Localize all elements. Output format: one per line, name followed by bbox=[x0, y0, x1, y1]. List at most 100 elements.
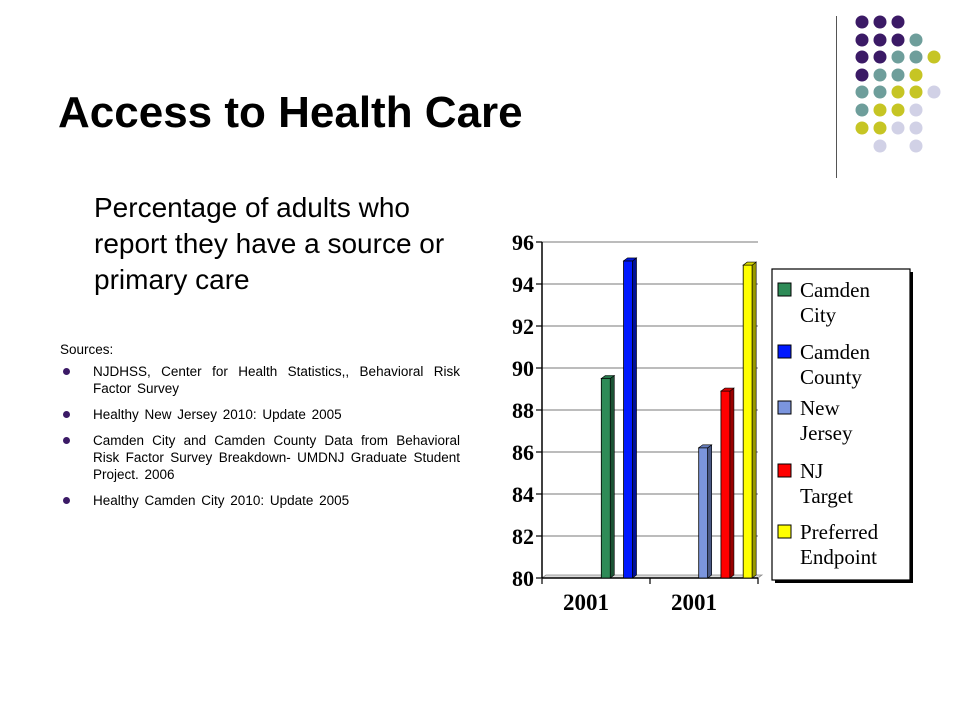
bar bbox=[742, 261, 758, 579]
decorative-dot bbox=[891, 33, 905, 47]
decorative-dot bbox=[873, 68, 887, 82]
decorative-dot bbox=[855, 68, 869, 82]
legend-label-line: County bbox=[800, 365, 862, 389]
decorative-dot bbox=[855, 121, 869, 135]
legend-label: Camden County bbox=[800, 340, 870, 389]
y-tick-label: 90 bbox=[512, 356, 534, 381]
decorative-dot bbox=[855, 15, 869, 29]
legend-label-line: Endpoint bbox=[800, 545, 877, 569]
legend-label-line: City bbox=[800, 303, 837, 327]
bullet-icon bbox=[63, 437, 70, 444]
decorative-dot bbox=[855, 85, 869, 99]
decorative-dot bbox=[909, 33, 923, 47]
decorative-dot bbox=[873, 50, 887, 64]
legend-item: Preferred Endpoint bbox=[777, 520, 879, 569]
bar-front bbox=[720, 390, 731, 579]
plot-area: 80 82 84 86 88 90 92 94 96 2001 2001 bbox=[512, 230, 764, 615]
decorative-dot bbox=[873, 85, 887, 99]
legend-label-line: Jersey bbox=[800, 421, 853, 445]
legend-label: NJ Target bbox=[800, 459, 853, 508]
bullet-icon bbox=[63, 368, 70, 375]
legend-item: Camden County bbox=[777, 340, 870, 389]
legend-swatch bbox=[777, 463, 792, 478]
y-tick-label: 92 bbox=[512, 314, 534, 339]
decorative-dot bbox=[891, 50, 905, 64]
bar-side bbox=[729, 387, 735, 579]
legend-swatch bbox=[777, 282, 792, 297]
slide-title: Access to Health Care bbox=[58, 88, 523, 137]
y-tick-label: 88 bbox=[512, 398, 534, 423]
decorative-dot bbox=[855, 103, 869, 117]
source-text: Healthy New Jersey 2010: Update 2005 bbox=[93, 407, 342, 422]
source-text: Camden City and Camden County Data from … bbox=[93, 433, 460, 482]
decorative-dot bbox=[873, 33, 887, 47]
sources-block: Sources: NJDHSS, Center for Health Stati… bbox=[60, 342, 460, 518]
y-tick-label: 82 bbox=[512, 524, 534, 549]
decorative-divider-line bbox=[836, 16, 837, 178]
source-item: Healthy Camden City 2010: Update 2005 bbox=[60, 492, 460, 509]
legend-box bbox=[771, 268, 911, 581]
decorative-dot bbox=[891, 103, 905, 117]
legend-label-line: Camden bbox=[800, 340, 870, 364]
legend-label: Camden City bbox=[800, 278, 870, 327]
bar-front bbox=[742, 264, 753, 579]
legend-item: New Jersey bbox=[777, 396, 853, 445]
decorative-dot bbox=[873, 15, 887, 29]
decorative-dot bbox=[855, 50, 869, 64]
bar-side bbox=[609, 374, 615, 579]
bar-top bbox=[622, 257, 638, 262]
legend-label-line: NJ bbox=[800, 459, 823, 483]
decorative-dot bbox=[909, 50, 923, 64]
bar-top bbox=[600, 375, 616, 379]
decorative-dot bbox=[873, 139, 887, 153]
sources-heading: Sources: bbox=[60, 342, 114, 357]
bar-top bbox=[697, 444, 713, 449]
bar bbox=[600, 374, 616, 579]
decorative-dot bbox=[909, 121, 923, 135]
decorative-dot bbox=[855, 33, 869, 47]
bar-front bbox=[623, 260, 633, 579]
legend-label-line: Target bbox=[800, 484, 853, 508]
bullet-icon bbox=[63, 497, 70, 504]
decorative-dot bbox=[891, 85, 905, 99]
x-tick-label: 2001 bbox=[671, 590, 717, 615]
legend-item: Camden City bbox=[777, 278, 870, 327]
legend-item: NJ Target bbox=[777, 459, 853, 508]
legend-label-line: Preferred bbox=[800, 520, 879, 544]
decorative-dot bbox=[909, 85, 923, 99]
x-tick-label: 2001 bbox=[563, 590, 609, 615]
legend-label-line: Camden bbox=[800, 278, 870, 302]
decorative-dot bbox=[873, 103, 887, 117]
legend-label: Preferred Endpoint bbox=[800, 520, 879, 569]
decorative-dot bbox=[927, 85, 941, 99]
bar-side bbox=[632, 257, 637, 579]
y-tick-label: 84 bbox=[512, 482, 534, 507]
y-tick-label: 80 bbox=[512, 566, 534, 591]
decorative-dot bbox=[909, 103, 923, 117]
decorative-dot bbox=[927, 50, 941, 64]
source-text: NJDHSS, Center for Health Statistics,, B… bbox=[93, 364, 460, 396]
bar-top bbox=[720, 387, 735, 392]
source-item: Healthy New Jersey 2010: Update 2005 bbox=[60, 406, 460, 423]
bar-front bbox=[698, 447, 709, 579]
decorative-dot bbox=[909, 68, 923, 82]
y-tick-label: 94 bbox=[512, 272, 534, 297]
bullet-icon bbox=[63, 411, 70, 418]
y-tick-label: 86 bbox=[512, 440, 534, 465]
decorative-dot bbox=[873, 121, 887, 135]
bar-side bbox=[751, 261, 757, 579]
legend-label: New Jersey bbox=[800, 396, 853, 445]
bar-top bbox=[742, 261, 758, 266]
decorative-dot bbox=[909, 139, 923, 153]
legend-swatch bbox=[777, 344, 792, 359]
legend-swatch bbox=[777, 524, 792, 539]
sources-list: NJDHSS, Center for Health Statistics,, B… bbox=[60, 363, 460, 509]
bar bbox=[622, 257, 638, 579]
y-tick-label: 96 bbox=[512, 230, 534, 255]
bar bbox=[697, 444, 713, 579]
source-text: Healthy Camden City 2010: Update 2005 bbox=[93, 493, 350, 508]
decorative-dot bbox=[891, 15, 905, 29]
